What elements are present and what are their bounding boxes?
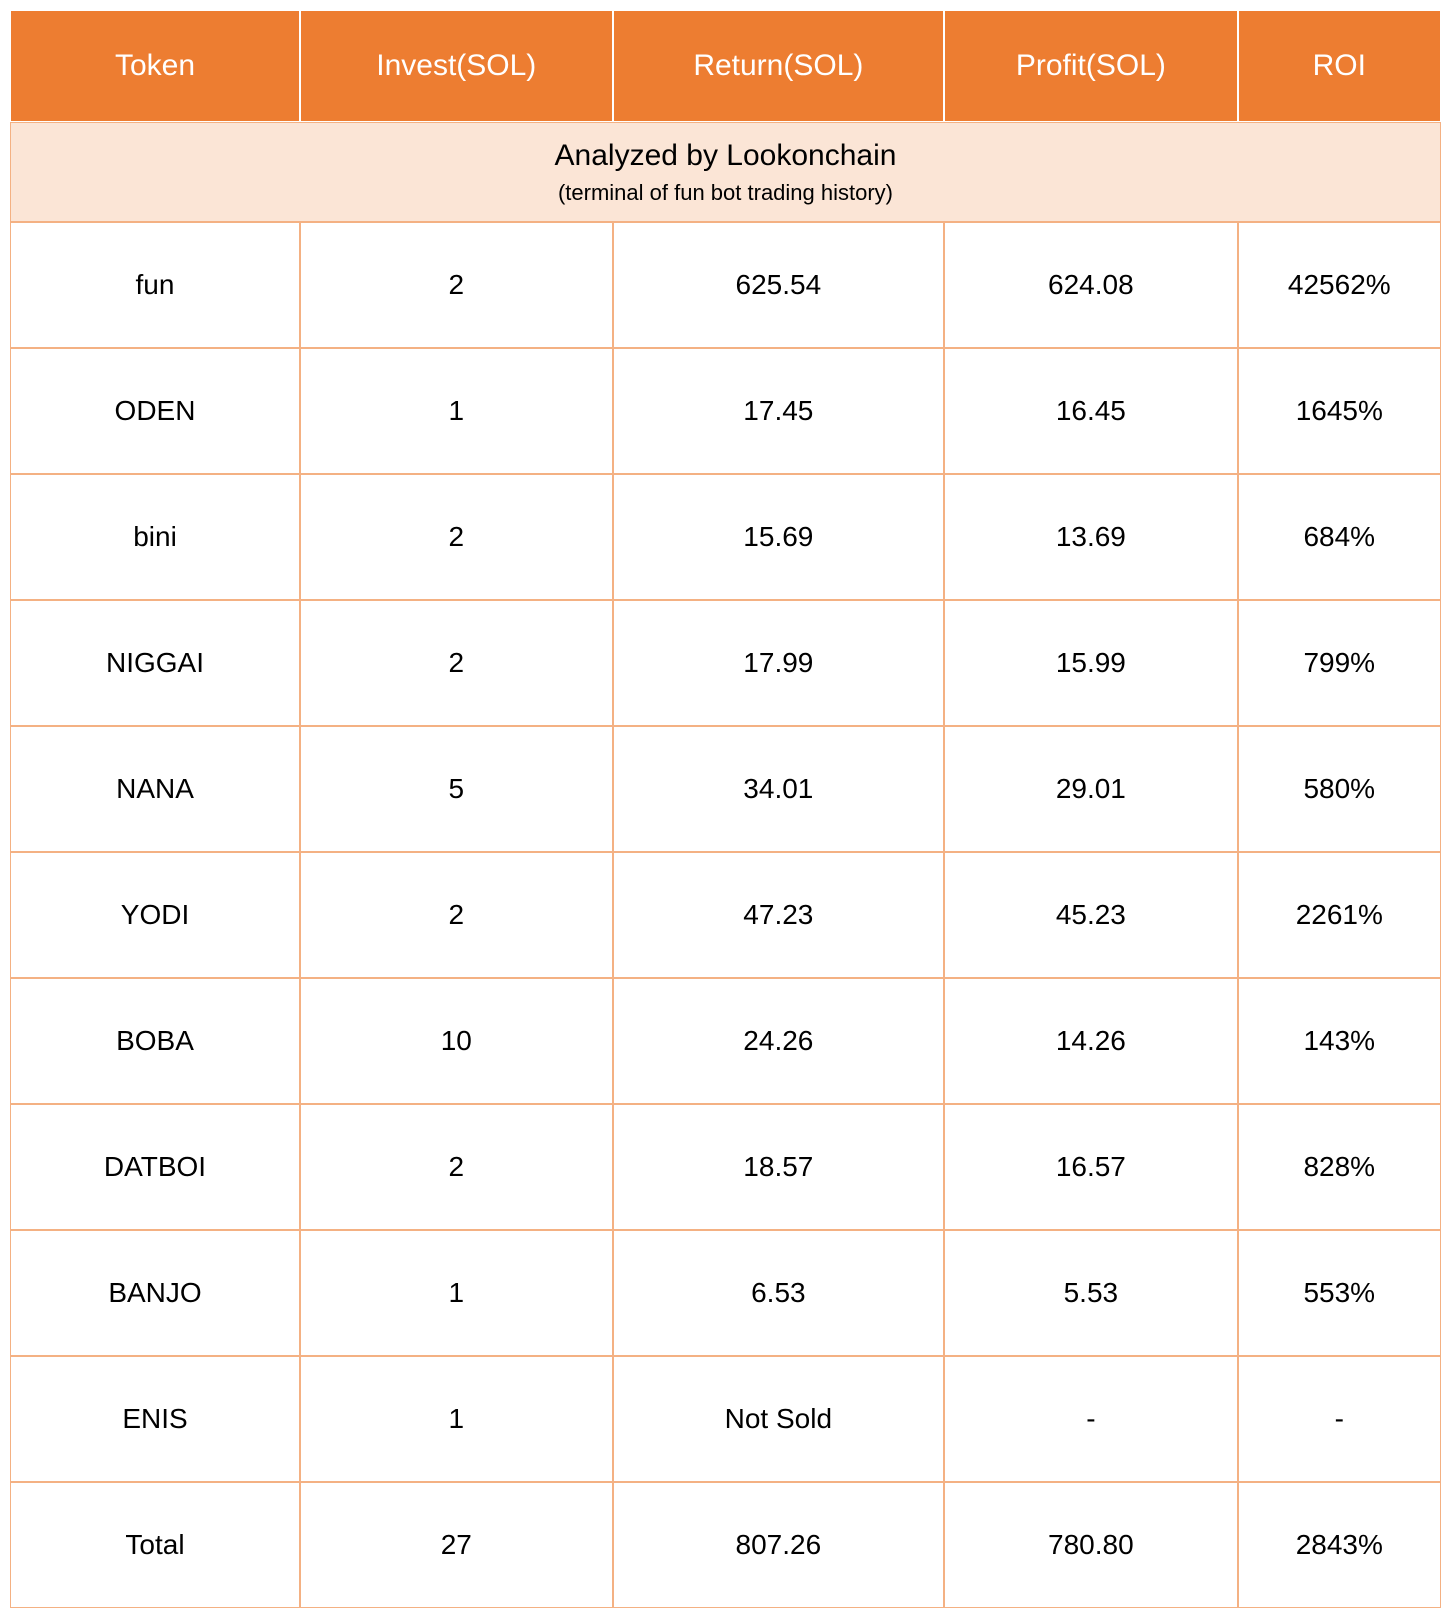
table-cell: 143% xyxy=(1238,978,1441,1104)
trading-history-table: TokenInvest(SOL)Return(SOL)Profit(SOL)RO… xyxy=(10,10,1441,1608)
table-cell: 1 xyxy=(300,1230,613,1356)
table-row: Total27807.26780.802843% xyxy=(10,1482,1441,1608)
table-row: NANA534.0129.01580% xyxy=(10,726,1441,852)
table-cell: YODI xyxy=(10,852,300,978)
table-cell: 34.01 xyxy=(613,726,945,852)
banner-cell: Analyzed by Lookonchain (terminal of fun… xyxy=(10,122,1441,222)
table-row: ODEN117.4516.451645% xyxy=(10,348,1441,474)
table-cell: 624.08 xyxy=(944,222,1237,348)
table-cell: BOBA xyxy=(10,978,300,1104)
table-cell: - xyxy=(944,1356,1237,1482)
table-cell: 42562% xyxy=(1238,222,1441,348)
table-cell: 16.45 xyxy=(944,348,1237,474)
banner-inner: Analyzed by Lookonchain (terminal of fun… xyxy=(11,123,1440,221)
table-cell: 17.99 xyxy=(613,600,945,726)
table-cell: 553% xyxy=(1238,1230,1441,1356)
table-cell: 2 xyxy=(300,852,613,978)
header-cell-3: Profit(SOL) xyxy=(944,10,1237,122)
table-cell: bini xyxy=(10,474,300,600)
table-cell: 625.54 xyxy=(613,222,945,348)
table-cell: ODEN xyxy=(10,348,300,474)
table-cell: 18.57 xyxy=(613,1104,945,1230)
table-body: Analyzed by Lookonchain (terminal of fun… xyxy=(10,122,1441,1608)
table-header: TokenInvest(SOL)Return(SOL)Profit(SOL)RO… xyxy=(10,10,1441,122)
table-cell: 17.45 xyxy=(613,348,945,474)
table-cell: 2 xyxy=(300,222,613,348)
header-cell-1: Invest(SOL) xyxy=(300,10,613,122)
table-cell: 13.69 xyxy=(944,474,1237,600)
table-cell: 780.80 xyxy=(944,1482,1237,1608)
table-cell: 684% xyxy=(1238,474,1441,600)
table-cell: 2 xyxy=(300,600,613,726)
table-row: DATBOI218.5716.57828% xyxy=(10,1104,1441,1230)
table-cell: Not Sold xyxy=(613,1356,945,1482)
table-cell: 47.23 xyxy=(613,852,945,978)
table-row: NIGGAI217.9915.99799% xyxy=(10,600,1441,726)
table-cell: 15.99 xyxy=(944,600,1237,726)
header-cell-0: Token xyxy=(10,10,300,122)
table-cell: 2 xyxy=(300,474,613,600)
table-cell: 799% xyxy=(1238,600,1441,726)
table-cell: 828% xyxy=(1238,1104,1441,1230)
banner-row: Analyzed by Lookonchain (terminal of fun… xyxy=(10,122,1441,222)
table-cell: fun xyxy=(10,222,300,348)
table-cell: 2261% xyxy=(1238,852,1441,978)
table-cell: ENIS xyxy=(10,1356,300,1482)
banner-title: Analyzed by Lookonchain xyxy=(555,138,897,174)
table-row: ENIS1Not Sold-- xyxy=(10,1356,1441,1482)
table-row: fun2625.54624.0842562% xyxy=(10,222,1441,348)
table-cell: BANJO xyxy=(10,1230,300,1356)
table-row: BOBA1024.2614.26143% xyxy=(10,978,1441,1104)
header-cell-4: ROI xyxy=(1238,10,1441,122)
table-container: TokenInvest(SOL)Return(SOL)Profit(SOL)RO… xyxy=(0,0,1451,1618)
table-cell: - xyxy=(1238,1356,1441,1482)
table-cell: 16.57 xyxy=(944,1104,1237,1230)
table-cell: 6.53 xyxy=(613,1230,945,1356)
table-cell: DATBOI xyxy=(10,1104,300,1230)
table-cell: 29.01 xyxy=(944,726,1237,852)
table-cell: 5.53 xyxy=(944,1230,1237,1356)
header-cell-2: Return(SOL) xyxy=(613,10,945,122)
banner-subtitle: (terminal of fun bot trading history) xyxy=(558,180,893,206)
table-cell: 24.26 xyxy=(613,978,945,1104)
table-cell: 45.23 xyxy=(944,852,1237,978)
table-cell: 580% xyxy=(1238,726,1441,852)
table-cell: 2843% xyxy=(1238,1482,1441,1608)
table-cell: 1 xyxy=(300,348,613,474)
header-row: TokenInvest(SOL)Return(SOL)Profit(SOL)RO… xyxy=(10,10,1441,122)
table-row: bini215.6913.69684% xyxy=(10,474,1441,600)
table-cell: 2 xyxy=(300,1104,613,1230)
table-cell: 5 xyxy=(300,726,613,852)
table-cell: NIGGAI xyxy=(10,600,300,726)
table-cell: 807.26 xyxy=(613,1482,945,1608)
table-cell: 14.26 xyxy=(944,978,1237,1104)
table-cell: 1645% xyxy=(1238,348,1441,474)
table-row: YODI247.2345.232261% xyxy=(10,852,1441,978)
table-cell: Total xyxy=(10,1482,300,1608)
table-cell: NANA xyxy=(10,726,300,852)
table-cell: 1 xyxy=(300,1356,613,1482)
table-cell: 10 xyxy=(300,978,613,1104)
table-cell: 15.69 xyxy=(613,474,945,600)
table-row: BANJO16.535.53553% xyxy=(10,1230,1441,1356)
table-cell: 27 xyxy=(300,1482,613,1608)
